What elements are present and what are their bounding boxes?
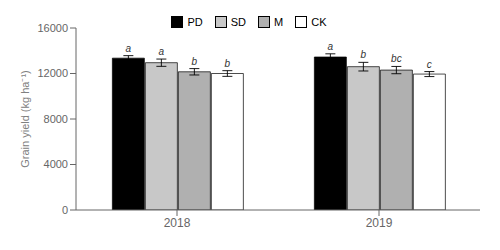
svg-text:b: b — [361, 49, 367, 60]
svg-text:a: a — [328, 41, 334, 52]
svg-text:b: b — [192, 56, 198, 67]
svg-text:2019: 2019 — [366, 216, 393, 230]
svg-text:12000: 12000 — [37, 67, 68, 79]
svg-text:4000: 4000 — [44, 158, 68, 170]
svg-text:Grain yield (kg ha⁻¹): Grain yield (kg ha⁻¹) — [19, 70, 31, 168]
svg-text:a: a — [126, 43, 132, 54]
html-text:PD: PD — [187, 16, 203, 28]
svg-text:16000: 16000 — [37, 22, 68, 34]
html-text:CK: CK — [311, 16, 327, 28]
svg-text:2018: 2018 — [164, 216, 191, 230]
svg-text:bc: bc — [391, 53, 402, 64]
svg-text:c: c — [427, 59, 432, 70]
svg-text:b: b — [225, 58, 231, 69]
html-text:SD: SD — [230, 16, 246, 28]
svg-text:8000: 8000 — [44, 113, 68, 125]
html-text:M: M — [274, 16, 284, 28]
svg-text:a: a — [159, 46, 165, 57]
svg-text:0: 0 — [62, 204, 68, 216]
